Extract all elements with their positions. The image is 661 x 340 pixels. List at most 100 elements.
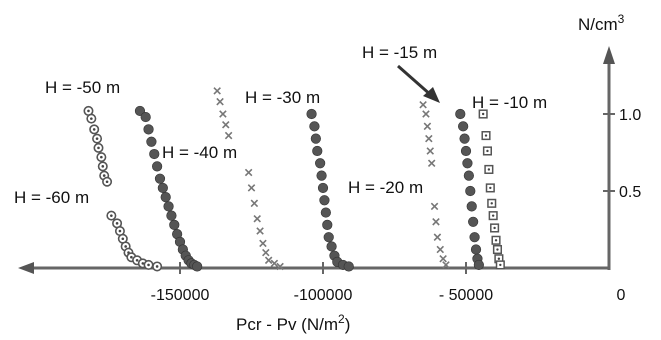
- data-points: [83, 87, 505, 272]
- data-point: [152, 161, 163, 172]
- data-point: [154, 173, 166, 184]
- data-point: [473, 259, 484, 271]
- data-point: [143, 124, 154, 135]
- data-point: [458, 121, 469, 132]
- data-point: [488, 211, 498, 221]
- annotation-arrow-head: [423, 87, 440, 103]
- data-point: [224, 131, 233, 140]
- y-axis-arrow: [603, 46, 615, 64]
- data-point: [322, 219, 333, 230]
- data-point: [256, 227, 264, 235]
- data-point: [343, 261, 354, 272]
- data-point: [469, 232, 480, 243]
- data-point: [436, 245, 445, 254]
- data-point: [244, 168, 253, 177]
- data-point: [442, 261, 450, 269]
- data-point: [86, 113, 97, 124]
- data-point: [221, 121, 230, 129]
- data-point: [320, 207, 331, 218]
- y-axis-label: N/cm3: [578, 12, 625, 34]
- data-point: [192, 261, 203, 272]
- data-point: [270, 259, 279, 268]
- data-point: [160, 192, 171, 203]
- data-point: [319, 195, 330, 206]
- series-h-60-m: [83, 105, 163, 272]
- y-tick-label: 1.0: [619, 107, 641, 124]
- data-point: [492, 244, 503, 255]
- data-point: [97, 161, 108, 172]
- data-point: [490, 223, 500, 233]
- data-point: [309, 121, 320, 132]
- data-point: [247, 184, 256, 192]
- annotation-h-30: H = -30 m: [245, 88, 320, 107]
- annotation-h-50: H = -50 m: [45, 78, 120, 97]
- series-h-10-m: [478, 109, 505, 270]
- data-point: [89, 124, 100, 135]
- data-point: [92, 133, 103, 144]
- data-point: [430, 202, 439, 211]
- data-point: [425, 134, 433, 143]
- data-point: [315, 158, 326, 169]
- data-point: [312, 145, 323, 157]
- data-point: [462, 158, 473, 169]
- data-point: [423, 122, 432, 131]
- data-point: [259, 239, 267, 248]
- data-point: [459, 133, 470, 144]
- data-point: [317, 182, 329, 194]
- annotation-h-40: H = -40 m: [162, 143, 237, 162]
- series-h-15-m: [455, 108, 484, 271]
- data-point: [264, 256, 273, 265]
- x-axis-label: Pcr - Pv (N/m2): [236, 312, 350, 334]
- data-point: [482, 146, 492, 156]
- data-point: [470, 244, 482, 255]
- data-point: [253, 214, 261, 223]
- data-point: [102, 176, 113, 187]
- data-point: [455, 108, 466, 120]
- annotation-h-15: H = -15 m: [362, 43, 437, 62]
- data-point: [213, 87, 221, 95]
- series-h-50-m: [134, 105, 203, 272]
- annotation-h-10: H = -10 m: [472, 93, 547, 112]
- data-point: [306, 108, 317, 120]
- data-point: [152, 261, 163, 272]
- x-tick-label: -100000: [294, 287, 353, 304]
- data-point: [432, 218, 440, 226]
- data-point: [169, 219, 180, 230]
- data-point: [427, 159, 436, 168]
- data-point: [463, 170, 474, 181]
- series-h-20-m: [419, 100, 450, 269]
- data-point: [460, 145, 472, 157]
- annotation-h-60: H = -60 m: [14, 188, 89, 207]
- series-h-40-m: [213, 87, 284, 271]
- annotation-arrow-line: [397, 64, 433, 98]
- data-point: [465, 185, 476, 197]
- data-point: [478, 109, 488, 119]
- data-point: [316, 170, 327, 181]
- data-point: [439, 254, 447, 263]
- data-point: [96, 152, 107, 163]
- data-point: [216, 97, 224, 106]
- x-tick-label: - 50000: [439, 287, 493, 304]
- data-point: [106, 210, 117, 221]
- data-point: [149, 148, 160, 160]
- data-point: [250, 199, 259, 208]
- data-point: [323, 232, 334, 243]
- data-point: [276, 262, 284, 271]
- data-point: [310, 133, 321, 144]
- data-point: [166, 210, 177, 221]
- data-point: [485, 183, 495, 193]
- data-point: [484, 164, 494, 174]
- data-point: [433, 233, 442, 241]
- data-point: [157, 182, 168, 194]
- x-tick-label: 0: [617, 287, 626, 304]
- data-point: [481, 131, 491, 141]
- data-point: [326, 241, 337, 252]
- data-point: [146, 136, 157, 147]
- data-point: [495, 260, 505, 270]
- data-point: [163, 201, 174, 212]
- data-point: [143, 259, 154, 270]
- x-axis-arrow: [18, 262, 34, 274]
- series-h-30-m: [306, 108, 354, 272]
- data-point: [491, 235, 501, 245]
